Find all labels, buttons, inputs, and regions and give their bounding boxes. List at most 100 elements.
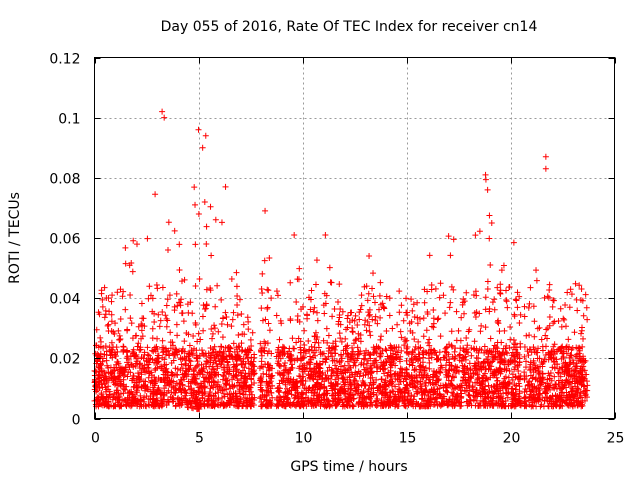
data-point — [341, 388, 348, 395]
data-point — [446, 356, 453, 363]
data-point — [414, 314, 421, 321]
data-point — [166, 292, 173, 299]
data-point — [296, 363, 303, 370]
data-point — [409, 384, 416, 391]
data-point — [111, 351, 118, 358]
data-point — [133, 389, 140, 396]
data-point — [559, 378, 566, 385]
data-point — [401, 342, 408, 349]
data-point — [564, 289, 571, 296]
data-point — [584, 316, 591, 323]
data-point — [174, 302, 181, 309]
data-point — [236, 296, 243, 303]
data-point — [356, 373, 363, 380]
data-point — [174, 332, 181, 339]
data-point — [308, 343, 315, 350]
data-point — [366, 351, 373, 358]
data-point — [209, 335, 216, 342]
data-point — [101, 402, 108, 409]
data-point — [497, 352, 504, 359]
data-point — [517, 402, 524, 409]
data-point — [438, 400, 445, 407]
data-point — [530, 344, 537, 351]
data-point — [290, 399, 297, 406]
data-point — [337, 335, 344, 342]
data-point — [327, 349, 334, 356]
data-point — [187, 362, 194, 369]
data-point — [326, 264, 333, 271]
data-point — [376, 353, 383, 360]
data-point — [531, 398, 538, 405]
data-point — [209, 330, 216, 337]
data-point — [367, 390, 374, 397]
data-point — [164, 317, 171, 324]
data-point — [388, 344, 395, 351]
data-point — [465, 349, 472, 356]
data-point — [341, 362, 348, 369]
data-point — [427, 380, 434, 387]
data-point — [444, 402, 451, 409]
data-point — [155, 358, 162, 365]
data-point — [396, 288, 403, 295]
data-point — [305, 385, 312, 392]
data-point — [426, 376, 433, 383]
data-point — [211, 325, 218, 332]
data-point — [223, 313, 230, 320]
data-point — [361, 321, 368, 328]
data-point — [366, 253, 373, 260]
data-point — [101, 284, 108, 291]
data-point — [310, 392, 317, 399]
data-point — [386, 398, 393, 405]
data-point — [199, 347, 206, 354]
data-point — [548, 400, 555, 407]
data-point — [163, 323, 170, 330]
data-point — [262, 316, 269, 323]
data-point — [128, 320, 135, 327]
data-point — [574, 385, 581, 392]
data-point — [378, 400, 385, 407]
data-point — [98, 390, 105, 397]
data-point — [482, 324, 489, 331]
data-point — [313, 257, 320, 264]
data-point — [217, 402, 224, 409]
data-point — [115, 360, 122, 367]
data-point — [426, 350, 433, 357]
data-point — [224, 358, 231, 365]
data-point — [547, 382, 554, 389]
data-point — [314, 333, 321, 340]
data-point — [289, 364, 296, 371]
data-point — [378, 359, 385, 366]
data-point — [238, 361, 245, 368]
data-point — [108, 339, 115, 346]
data-point — [370, 350, 377, 357]
data-point — [218, 219, 225, 226]
data-point — [424, 397, 431, 404]
data-point — [168, 360, 175, 367]
data-point — [365, 369, 372, 376]
data-point — [248, 396, 255, 403]
data-point — [171, 227, 178, 234]
data-point — [306, 384, 313, 391]
data-point — [449, 382, 456, 389]
data-point — [472, 363, 479, 370]
data-point — [472, 314, 479, 321]
data-point — [176, 402, 183, 409]
data-point — [511, 366, 518, 373]
data-point — [147, 392, 154, 399]
data-point — [343, 395, 350, 402]
data-point — [240, 321, 247, 328]
data-point — [280, 377, 287, 384]
data-point — [202, 132, 209, 139]
data-point — [149, 308, 156, 315]
data-point — [173, 321, 180, 328]
data-point — [333, 365, 340, 372]
data-point — [344, 367, 351, 374]
data-point — [260, 364, 267, 371]
data-point — [491, 296, 498, 303]
data-point — [311, 333, 318, 340]
data-point — [373, 402, 380, 409]
data-point — [459, 301, 466, 308]
data-point — [424, 372, 431, 379]
data-point — [218, 296, 225, 303]
data-point — [552, 392, 559, 399]
